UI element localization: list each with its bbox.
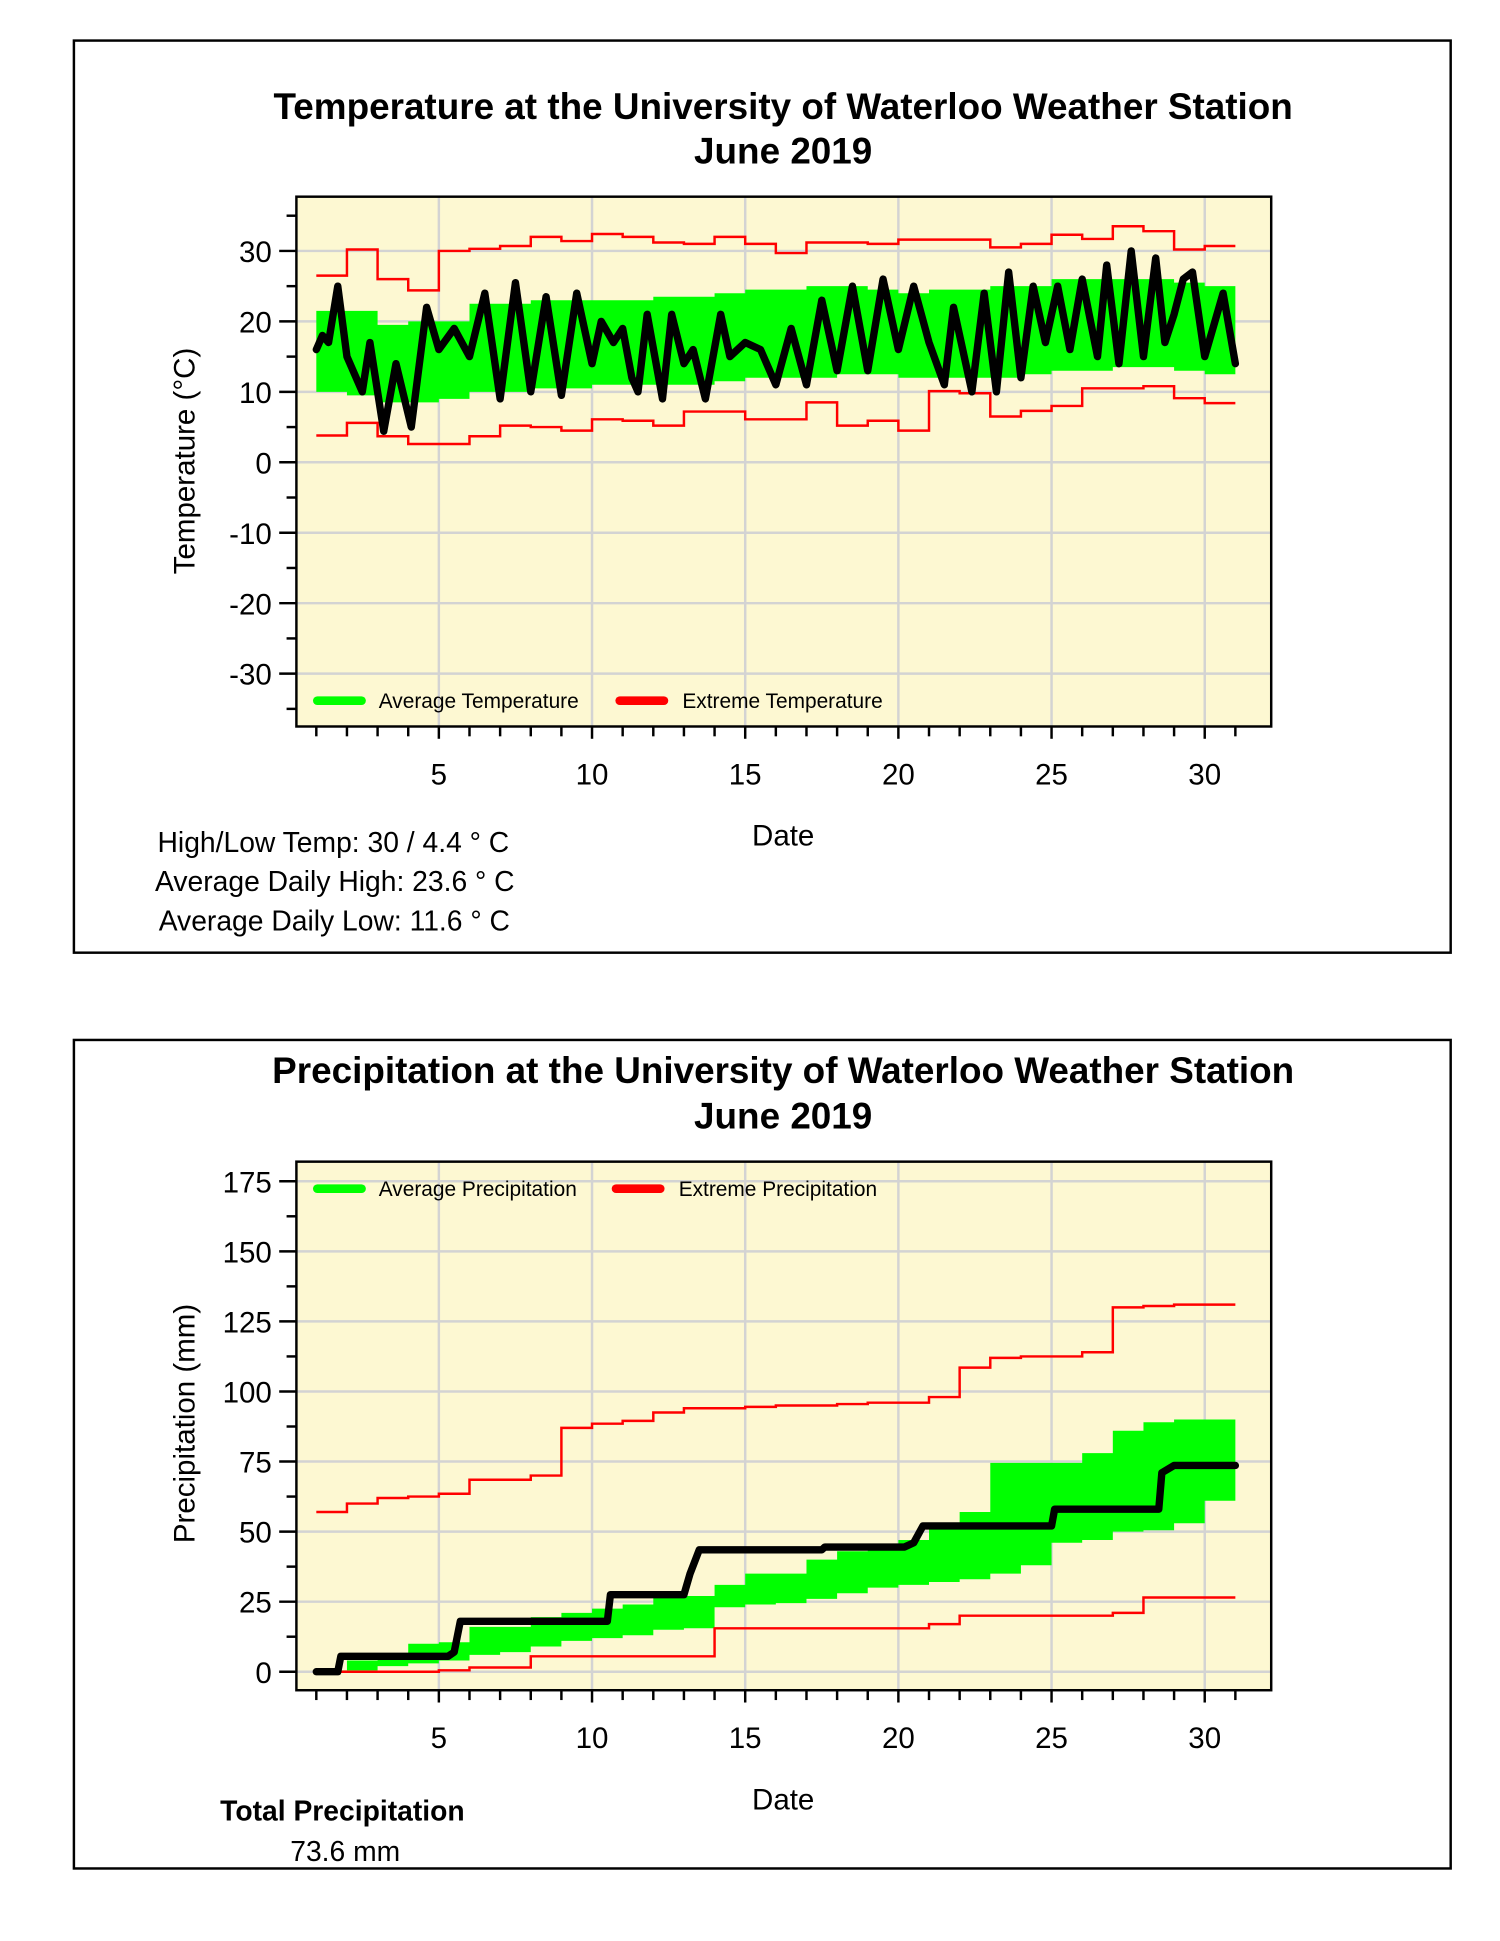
y-tick-label: 25 (239, 1587, 272, 1620)
x-tick-label: 5 (431, 758, 447, 791)
chart-subtitle: June 2019 (694, 1095, 872, 1136)
temperature-chart: Temperature at the University of Waterlo… (168, 86, 1292, 852)
x-tick-label: 25 (1035, 1722, 1068, 1755)
y-tick-label: 30 (239, 236, 272, 269)
y-tick-label: 50 (239, 1517, 272, 1550)
stat-avg-high: Average Daily High: 23.6 ° C (155, 865, 515, 897)
y-tick-label: 0 (255, 447, 271, 480)
y-tick-label: 125 (223, 1306, 272, 1339)
y-tick-label: 100 (223, 1377, 272, 1410)
x-tick-label: 20 (882, 1722, 915, 1755)
x-tick-label: 10 (576, 1722, 609, 1755)
x-tick-label: 15 (729, 758, 762, 791)
y-tick-label: 10 (239, 377, 272, 410)
chart-title: Temperature at the University of Waterlo… (274, 86, 1293, 127)
x-axis-label: Date (752, 1783, 814, 1816)
y-tick-label: 20 (239, 306, 272, 339)
total-precip-value: 73.6 mm (290, 1835, 400, 1867)
y-tick-label: 150 (223, 1236, 272, 1269)
x-axis-label: Date (752, 820, 814, 853)
x-tick-label: 30 (1188, 758, 1221, 791)
y-tick-label: 75 (239, 1447, 272, 1480)
extreme-low-line (316, 1596, 1236, 1673)
extreme-high-line (316, 1303, 1236, 1514)
legend-label-extreme: Extreme Temperature (682, 690, 882, 713)
y-axis-label: Temperature (°C) (168, 348, 201, 575)
extreme-high-line (316, 225, 1236, 292)
legend-label-average: Average Temperature (379, 690, 579, 713)
precipitation-chart: Precipitation at the University of Water… (168, 1050, 1294, 1816)
stat-avg-low: Average Daily Low: 11.6 ° C (159, 905, 510, 937)
x-tick-label: 15 (729, 1722, 762, 1755)
y-tick-label: 0 (255, 1657, 271, 1690)
x-tick-label: 30 (1188, 1722, 1221, 1755)
x-tick-label: 5 (431, 1722, 447, 1755)
y-tick-label: -10 (229, 518, 272, 551)
extreme-low-line (316, 384, 1236, 446)
average-band (316, 1419, 1236, 1672)
legend-label-average: Average Precipitation (379, 1178, 577, 1201)
plot-area (296, 1161, 1272, 1691)
chart-title: Precipitation at the University of Water… (272, 1050, 1294, 1091)
legend-label-extreme: Extreme Precipitation (679, 1178, 877, 1201)
actual-line (312, 1461, 1240, 1676)
y-tick-label: -20 (229, 588, 272, 621)
y-tick-label: 175 (223, 1166, 272, 1199)
chart-subtitle: June 2019 (694, 130, 872, 171)
actual-line (312, 247, 1240, 435)
y-tick-label: -30 (229, 659, 272, 692)
x-tick-label: 20 (882, 758, 915, 791)
y-axis-label: Precipitation (mm) (168, 1304, 201, 1543)
stat-high-low: High/Low Temp: 30 / 4.4 ° C (157, 826, 509, 858)
x-tick-label: 25 (1035, 758, 1068, 791)
total-precip-label: Total Precipitation (220, 1795, 464, 1827)
x-tick-label: 10 (576, 758, 609, 791)
